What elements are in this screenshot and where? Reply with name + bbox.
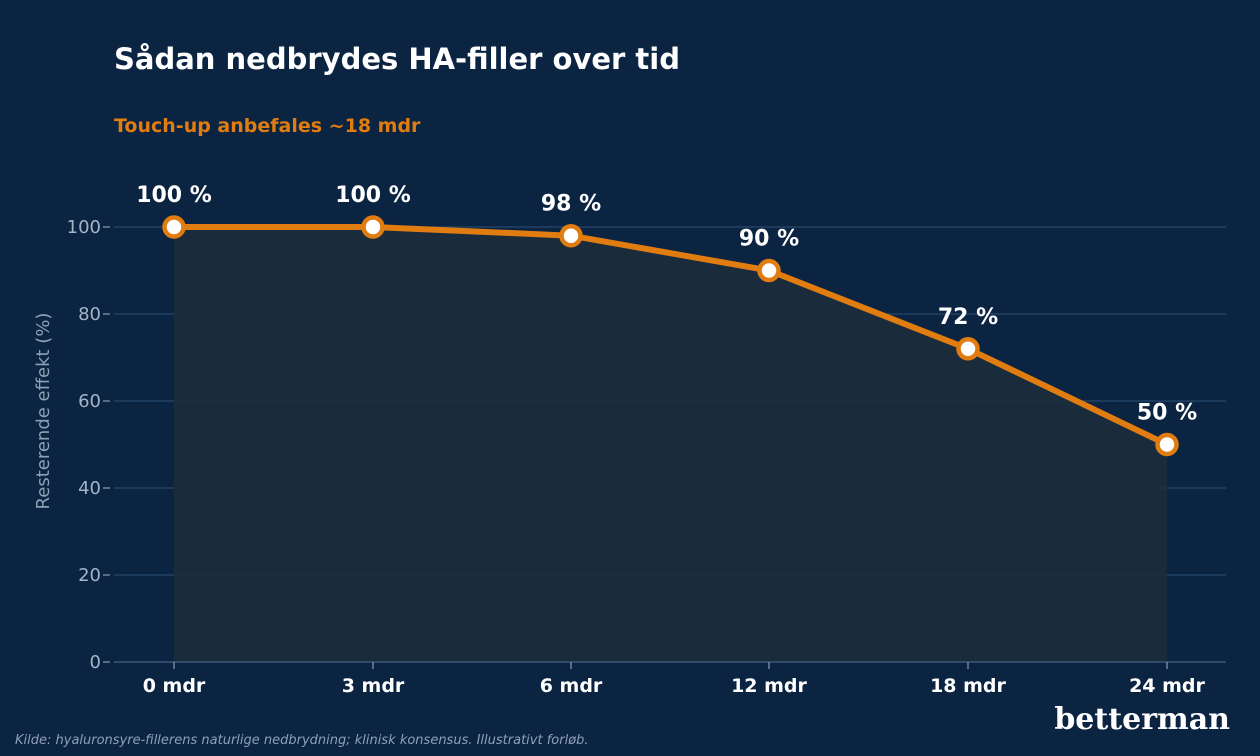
data-markers [162,215,1179,457]
data-point-5 [1155,432,1179,457]
data-point-3 [757,258,781,283]
series-line [171,224,1170,448]
data-label-2: 98 % [541,192,601,217]
data-point-2 [559,223,583,248]
data-point-4 [956,337,980,361]
data-label-5: 50 % [1137,401,1197,426]
data-label-3: 90 % [739,227,799,252]
x-tick-label-4: 18 mdr [930,675,1006,697]
y-tick-label-100: 100 [67,217,101,238]
data-label-1: 100 % [335,183,411,208]
data-label-4: 72 % [938,305,998,330]
chart-subtitle: Touch-up anbefales ~18 mdr [114,115,421,137]
data-point-1 [361,215,385,239]
data-point-0 [162,215,186,239]
y-tick-label-0: 0 [90,652,101,673]
source-note: Kilde: hyaluronsyre-fillerens naturlige … [15,733,589,748]
x-tick-label-5: 24 mdr [1129,675,1205,697]
area-fill [174,227,1167,662]
y-axis-label: Resterende effekt (%) [33,313,54,510]
x-tick-label-1: 3 mdr [342,675,405,697]
data-labels: 100 % 100 % 98 % 90 % 72 % 50 % [136,183,1197,426]
y-tick-label-60: 60 [78,391,101,412]
y-tick-label-80: 80 [78,304,101,325]
x-tick-label-3: 12 mdr [731,675,807,697]
x-tick-label-0: 0 mdr [143,675,206,697]
chart-title: Sådan nedbrydes HA-filler over tid [114,42,680,76]
brand-logo: betterman [1054,702,1230,737]
x-axis-ticks: 0 mdr 3 mdr 6 mdr 12 mdr 18 mdr 24 mdr [143,662,1206,697]
y-tick-label-20: 20 [78,565,101,586]
x-tick-label-2: 6 mdr [540,675,603,697]
data-label-0: 100 % [136,183,212,208]
y-tick-label-40: 40 [78,478,101,499]
y-axis-ticks: 0 20 40 60 80 100 [67,217,110,673]
